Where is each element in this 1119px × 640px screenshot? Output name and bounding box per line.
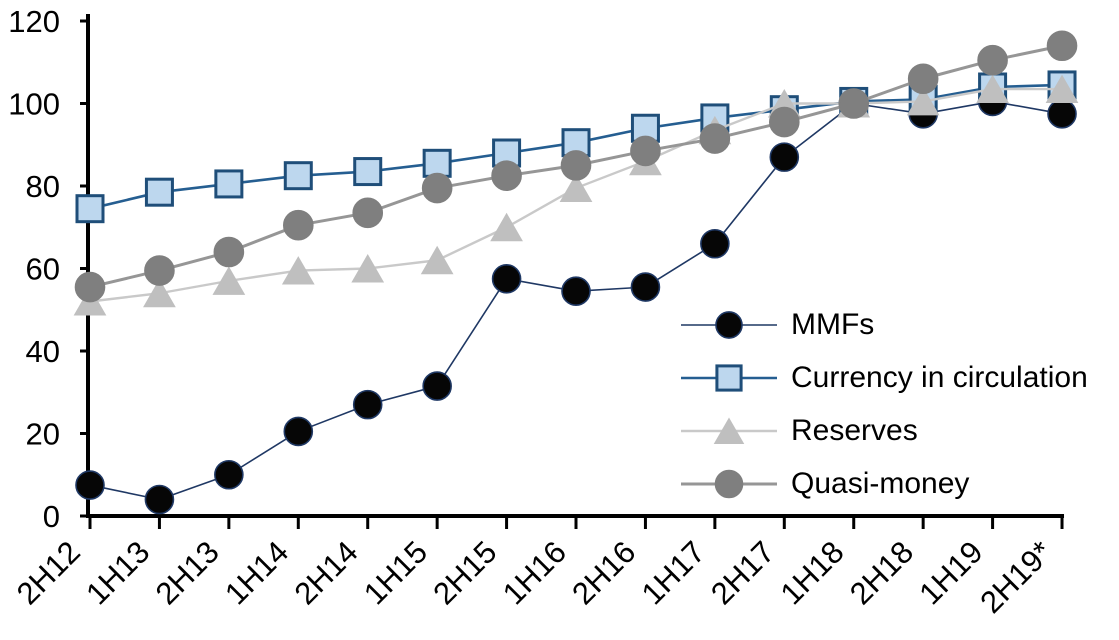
point-reserves-1h14 [281, 256, 315, 285]
point-quasi-money-2h14 [352, 197, 384, 229]
point-reserves-2h18 [906, 86, 940, 116]
quasi-money-marker-icon [681, 469, 777, 499]
y-tick-label: 40 [26, 334, 60, 369]
legend-marker-shape-mmfs [715, 311, 743, 339]
point-mmfs-1h14 [283, 416, 314, 447]
point-mmfs-2h19 [1047, 99, 1077, 129]
point-currency-in-circulation-2h12 [75, 194, 105, 224]
legend-label-mmfs: MMFs [791, 308, 875, 341]
y-tick-label: 0 [43, 499, 60, 534]
point-quasi-money-2h16 [630, 135, 661, 167]
point-quasi-money-1h14 [282, 209, 314, 241]
point-currency-in-circulation-1h15 [422, 148, 452, 178]
point-currency-in-circulation-2h14 [353, 157, 383, 187]
point-reserves-2h14 [351, 254, 385, 283]
point-quasi-money-2h19 [1046, 30, 1078, 62]
legend-item-mmfs: MMFs [681, 310, 1088, 340]
series-quasi-money [74, 30, 1078, 303]
x-tick-label: 2H19* [973, 534, 1059, 620]
point-quasi-money-1h19 [977, 44, 1008, 76]
point-mmfs-1h15 [422, 371, 452, 401]
point-mmfs-2h16 [630, 272, 661, 302]
point-mmfs-1h13 [144, 484, 175, 515]
x-tick-label: 2H12 [10, 534, 87, 611]
mmfs-marker-icon [681, 311, 777, 339]
x-tick-label: 2H13 [149, 534, 226, 611]
point-quasi-money-2h13 [213, 236, 245, 268]
legend-label-currency-in-circulation: Currency in circulation [791, 361, 1088, 394]
point-reserves-1h16 [559, 173, 593, 203]
point-mmfs-2h15 [491, 264, 522, 294]
point-quasi-money-1h16 [560, 150, 592, 181]
point-currency-in-circulation-2h15 [492, 138, 522, 168]
point-quasi-money-1h15 [421, 172, 453, 204]
point-currency-in-circulation-2h13 [214, 169, 244, 199]
x-tick-label: 2H15 [426, 534, 503, 611]
legend-label-quasi-money: Quasi-money [791, 467, 970, 500]
x-tick-label: 1H14 [218, 534, 295, 611]
legend-item-currency-in-circulation: Currency in circulation [681, 363, 1088, 393]
point-reserves-2h19 [1045, 74, 1079, 104]
y-tick-label: 100 [8, 87, 60, 122]
y-tick-label: 80 [26, 169, 60, 204]
point-quasi-money-2h18 [907, 63, 939, 95]
point-reserves-1h19 [976, 74, 1009, 104]
point-mmfs-1h17 [700, 228, 730, 259]
y-tick-label: 120 [8, 4, 60, 39]
x-tick-label: 1H17 [635, 534, 712, 611]
x-tick-label: 2H18 [843, 534, 920, 611]
point-quasi-money-1h17 [699, 123, 731, 154]
point-quasi-money-2h15 [491, 160, 522, 191]
y-tick-label: 60 [26, 252, 60, 287]
point-reserves-2h13 [212, 266, 246, 295]
point-quasi-money-2h12 [74, 271, 106, 303]
x-tick-label: 1H13 [79, 534, 156, 611]
x-tick-label: 1H18 [774, 534, 851, 611]
point-mmfs-2h12 [75, 470, 105, 500]
legend-marker-shape-currency-in-circulation [715, 364, 743, 392]
point-reserves-1h13 [143, 278, 176, 308]
point-currency-in-circulation-1h14 [283, 161, 313, 191]
chart-legend: MMFs Currency in circulation Reserves Qu… [681, 310, 1088, 499]
point-quasi-money-1h13 [144, 255, 175, 286]
x-tick-label: 2H16 [565, 534, 642, 611]
point-mmfs-2h17 [769, 142, 800, 172]
point-quasi-money-2h17 [768, 106, 800, 138]
x-tick-label: 1H15 [357, 534, 434, 611]
x-tick-label: 2H14 [288, 534, 365, 611]
point-mmfs-2h13 [214, 459, 244, 490]
reserves-marker-icon [681, 417, 777, 445]
currency-marker-icon [681, 364, 777, 392]
legend-marker-shape-reserves [713, 417, 745, 445]
x-tick-label: 1H16 [496, 534, 573, 611]
point-currency-in-circulation-1h13 [144, 177, 174, 207]
point-reserves-2h15 [490, 212, 523, 242]
x-tick-label: 2H17 [704, 534, 781, 611]
point-mmfs-2h14 [352, 389, 383, 420]
axis-ticks [80, 19, 1064, 529]
point-quasi-money-1h18 [838, 88, 870, 119]
y-tick-label: 20 [26, 417, 60, 452]
legend-item-quasi-money: Quasi-money [681, 469, 1088, 499]
point-mmfs-1h16 [561, 276, 591, 306]
legend-item-reserves: Reserves [681, 416, 1088, 446]
legend-marker-shape-quasi-money [714, 469, 744, 499]
legend-label-reserves: Reserves [791, 414, 918, 447]
point-reserves-1h15 [420, 245, 454, 275]
